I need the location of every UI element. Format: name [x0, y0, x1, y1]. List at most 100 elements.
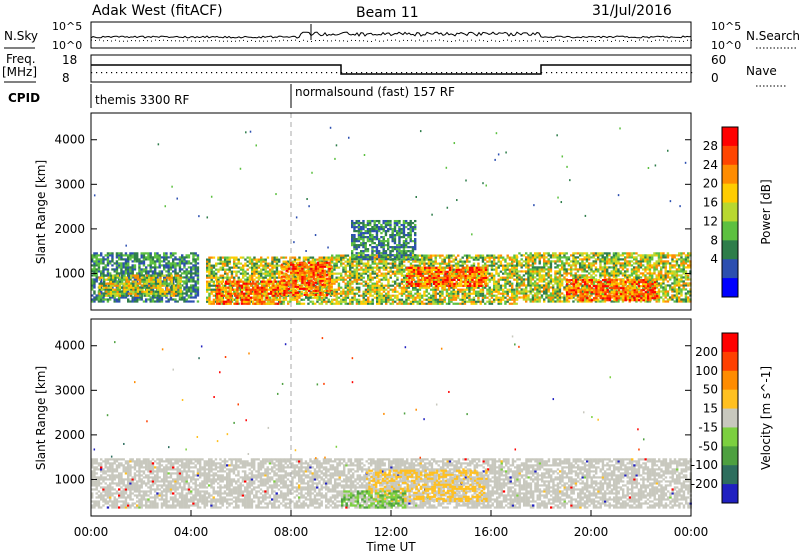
power-cell	[518, 290, 521, 293]
power-cell	[132, 280, 135, 283]
power-cell	[378, 288, 381, 291]
power-cell	[151, 288, 155, 291]
power-cell	[133, 260, 137, 263]
power-cell	[157, 288, 160, 291]
power-cell	[398, 266, 401, 269]
nsearch-dot	[303, 39, 304, 41]
power-cell	[174, 258, 177, 261]
power-cell	[450, 286, 453, 289]
power-cell	[376, 254, 379, 257]
nave-dot	[171, 72, 173, 74]
power-cell	[120, 278, 123, 281]
power-cell	[226, 272, 229, 275]
power-cell	[432, 286, 435, 289]
power-cell	[435, 276, 438, 279]
power-cell	[95, 270, 98, 273]
power-cell	[333, 282, 336, 285]
power-cell	[97, 268, 101, 271]
power-cell	[335, 258, 338, 261]
power-cell	[425, 298, 428, 301]
power-cell	[480, 274, 483, 277]
power-cell	[536, 300, 539, 303]
power-cell	[493, 282, 496, 285]
power-cell	[271, 264, 274, 267]
nave-dot	[366, 72, 368, 74]
nave-dot	[121, 72, 123, 74]
power-cell	[291, 296, 294, 299]
power-cell	[445, 294, 449, 297]
power-cell	[102, 270, 105, 273]
power-cell	[317, 289, 320, 292]
power-cell	[255, 260, 258, 263]
power-cell	[323, 279, 327, 282]
power-cell	[217, 296, 220, 299]
power-cell	[327, 258, 330, 261]
power-cell	[93, 254, 96, 257]
power-cell	[122, 258, 125, 261]
power-cell	[212, 298, 216, 301]
power-cell	[333, 268, 336, 271]
power-cell	[432, 254, 435, 257]
power-cell	[212, 276, 216, 279]
power-cell	[112, 294, 115, 297]
power-cell	[414, 288, 417, 291]
power-cell	[534, 296, 537, 299]
power-cell	[285, 283, 288, 286]
power-cell	[353, 270, 356, 273]
power-cell	[218, 298, 221, 301]
power-cell	[91, 288, 94, 291]
power-cell	[237, 278, 240, 281]
power-cell	[174, 256, 177, 259]
power-cell	[371, 288, 374, 291]
power-cell	[138, 258, 141, 261]
power-cell	[497, 286, 500, 289]
nave-dot	[211, 72, 213, 74]
power-cell	[430, 302, 433, 305]
power-cell	[416, 300, 419, 303]
power-cell	[244, 280, 247, 283]
power-cell	[464, 278, 467, 282]
power-cell	[391, 272, 395, 275]
power-cell	[342, 276, 345, 279]
power-cell	[133, 296, 137, 299]
power-cell	[157, 278, 160, 281]
power-cell	[157, 284, 160, 287]
power-cell	[525, 278, 528, 281]
power-cell	[282, 300, 285, 303]
power-cell	[448, 264, 451, 267]
power-cell	[220, 286, 223, 289]
power-cell	[481, 284, 485, 287]
power-cell	[141, 290, 144, 293]
power-cell	[486, 272, 489, 275]
power-cell	[104, 268, 107, 271]
power-cell	[466, 296, 469, 299]
power-cell	[482, 274, 485, 277]
power-cell	[473, 272, 476, 275]
power-cell	[93, 264, 96, 267]
power-cell	[130, 286, 133, 289]
power-cell	[482, 270, 485, 273]
power-cell	[265, 288, 268, 291]
power-cell	[282, 296, 285, 299]
power-cell	[264, 264, 267, 267]
nave-dot	[686, 72, 688, 74]
power-cell	[426, 270, 429, 273]
power-cell	[231, 280, 235, 283]
nave-dot	[186, 72, 188, 74]
power-cell	[112, 282, 115, 285]
power-cell	[450, 256, 453, 259]
power-cell	[335, 254, 338, 257]
power-cell	[406, 274, 409, 277]
power-cell	[163, 276, 166, 279]
power-cell	[398, 260, 401, 263]
power-cell	[140, 262, 143, 265]
power-cell	[123, 278, 126, 281]
power-cell	[166, 276, 169, 279]
power-cell	[102, 258, 105, 261]
power-cell	[251, 258, 254, 261]
power-cell	[314, 269, 318, 272]
power-cell	[323, 281, 327, 284]
nsearch-dot	[479, 39, 480, 41]
power-cell	[271, 276, 274, 279]
power-cell	[396, 270, 399, 273]
